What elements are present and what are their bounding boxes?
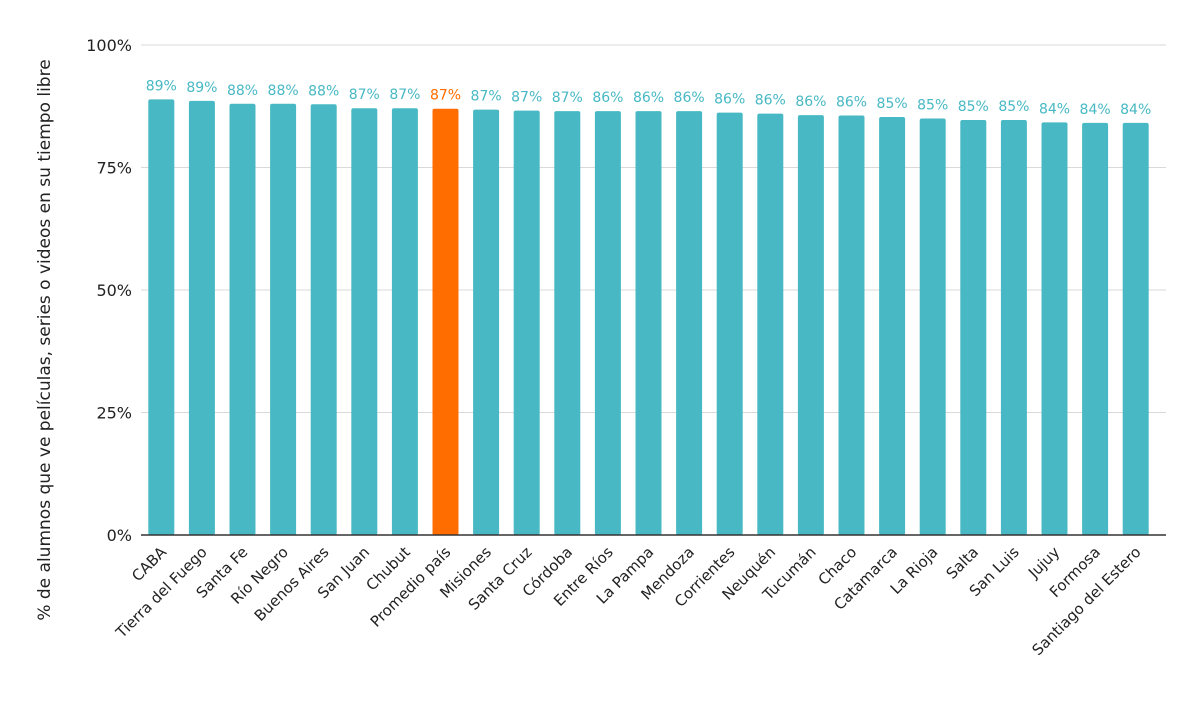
bar <box>1041 122 1068 536</box>
y-axis-label: % de alumnos que ve películas, series o … <box>35 59 55 620</box>
data-label: 87% <box>349 87 380 103</box>
data-label: 84% <box>1120 102 1151 118</box>
data-label: 84% <box>1039 101 1070 117</box>
bar <box>229 103 256 536</box>
bar <box>716 112 743 536</box>
bar <box>148 99 175 535</box>
y-tick-label: 0% <box>107 526 132 545</box>
data-label: 89% <box>186 80 217 96</box>
data-label: 88% <box>227 83 258 99</box>
bar <box>351 108 378 536</box>
data-label: 87% <box>511 90 542 106</box>
bar <box>188 100 215 536</box>
y-tick-label: 75% <box>96 159 132 178</box>
data-label: 86% <box>795 94 826 110</box>
y-tick-label: 50% <box>96 281 132 300</box>
y-tick-label: 100% <box>86 36 132 55</box>
data-label: 85% <box>958 99 989 115</box>
data-label: 84% <box>1080 102 1111 118</box>
bar <box>757 113 784 535</box>
bar <box>879 117 906 535</box>
data-label: 87% <box>552 90 583 106</box>
bar <box>1000 119 1027 535</box>
data-label: 87% <box>389 87 420 103</box>
bar <box>635 111 662 536</box>
data-label: 86% <box>674 90 705 106</box>
bar <box>1122 122 1149 535</box>
data-label: 88% <box>308 83 339 99</box>
bar <box>838 115 865 535</box>
data-label: 85% <box>998 99 1029 115</box>
data-label: 86% <box>714 92 745 108</box>
y-tick-label: 25% <box>96 404 132 423</box>
bar <box>513 110 540 535</box>
data-label: 85% <box>917 98 948 114</box>
data-label: 85% <box>877 96 908 112</box>
bar <box>432 108 459 535</box>
data-label: 86% <box>633 90 664 106</box>
bar <box>391 108 418 536</box>
data-label: 87% <box>430 88 461 104</box>
bar <box>310 104 337 535</box>
data-label: 89% <box>146 78 177 94</box>
data-label: 86% <box>755 93 786 109</box>
bar <box>270 103 297 536</box>
data-label: 87% <box>471 89 502 105</box>
bar <box>960 119 987 535</box>
bar <box>554 111 581 536</box>
bar <box>676 111 703 536</box>
data-label: 88% <box>268 83 299 99</box>
bar <box>797 115 824 535</box>
data-label: 86% <box>592 90 623 106</box>
bar <box>1082 122 1109 535</box>
bar <box>594 111 621 536</box>
bar <box>473 109 500 536</box>
bar <box>919 118 946 535</box>
data-label: 86% <box>836 95 867 111</box>
